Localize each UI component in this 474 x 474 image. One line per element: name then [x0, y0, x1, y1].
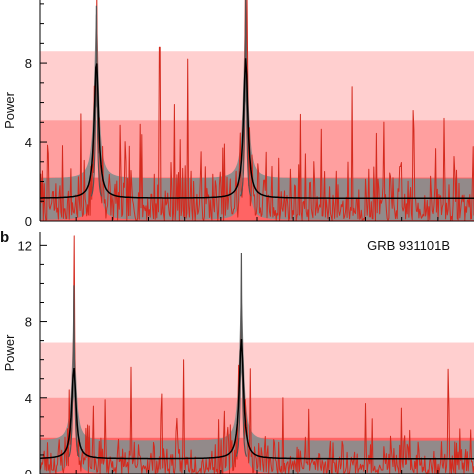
- panel-a: 0 4 8 Power: [2, 0, 474, 229]
- y-tick-label-1: 4: [25, 135, 32, 150]
- y-axis-label: Power: [2, 334, 17, 372]
- y-tick-label-2: 8: [25, 56, 32, 71]
- plot-area: [40, 235, 474, 474]
- qpo-peak-0: [90, 5, 103, 197]
- y-axis-label: Power: [2, 91, 17, 129]
- panel-b: 0 4 8 12 Power b GRB 931101B: [0, 229, 474, 474]
- y-tick-label-0: 0: [25, 214, 32, 229]
- panel-annotation: GRB 931101B: [367, 238, 450, 253]
- qpo-peak-1: [239, 0, 252, 197]
- qpo-peak-0: [68, 285, 80, 458]
- y-tick-label-0: 0: [25, 467, 32, 474]
- panel-letter: b: [0, 229, 9, 246]
- model-line: [40, 338, 474, 460]
- periodogram-line: [40, 235, 474, 474]
- periodogram-line: [40, 0, 474, 221]
- model-line: [40, 58, 474, 200]
- plot-area: [40, 0, 474, 221]
- y-tick-label-2: 8: [25, 315, 32, 330]
- y-tick-label-3: 12: [18, 238, 32, 253]
- y-tick-label-1: 4: [25, 391, 32, 406]
- qpo-peak-1: [235, 252, 248, 457]
